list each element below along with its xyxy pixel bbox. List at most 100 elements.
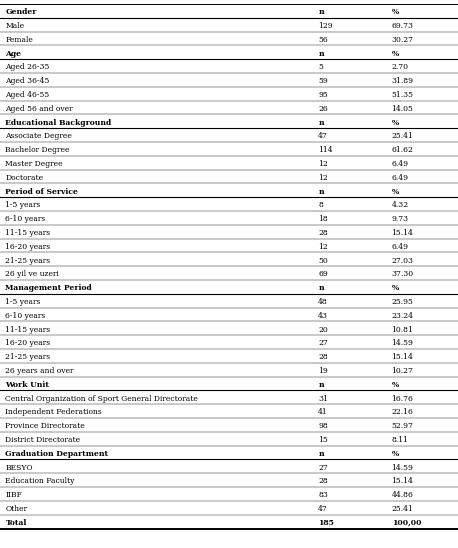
Text: 28: 28 (318, 229, 328, 237)
Text: 185: 185 (318, 519, 334, 527)
Text: n: n (318, 381, 324, 389)
Text: 27: 27 (318, 339, 328, 347)
Text: 12: 12 (318, 160, 328, 168)
Text: 69.73: 69.73 (392, 22, 414, 30)
Text: 14.59: 14.59 (392, 464, 414, 472)
Text: 56: 56 (318, 36, 328, 44)
Text: 5: 5 (318, 64, 323, 71)
Text: Female: Female (5, 36, 33, 44)
Text: 59: 59 (318, 77, 328, 85)
Text: Management Period: Management Period (5, 284, 92, 292)
Text: 6-10 years: 6-10 years (5, 312, 46, 320)
Text: 95: 95 (318, 91, 328, 99)
Text: 6.49: 6.49 (392, 160, 409, 168)
Text: %: % (392, 50, 399, 58)
Text: 27.03: 27.03 (392, 256, 414, 265)
Text: 20: 20 (318, 326, 328, 334)
Text: Master Degree: Master Degree (5, 160, 63, 168)
Text: 6-10 years: 6-10 years (5, 215, 46, 223)
Text: Educational Background: Educational Background (5, 119, 112, 127)
Text: 26 years and over: 26 years and over (5, 367, 74, 375)
Text: Education Faculty: Education Faculty (5, 477, 75, 486)
Text: %: % (392, 8, 399, 16)
Text: 28: 28 (318, 477, 328, 486)
Text: 22.16: 22.16 (392, 408, 414, 416)
Text: 47: 47 (318, 505, 328, 513)
Text: 6.49: 6.49 (392, 243, 409, 251)
Text: 44.86: 44.86 (392, 491, 414, 499)
Text: %: % (392, 119, 399, 127)
Text: 31.89: 31.89 (392, 77, 414, 85)
Text: Male: Male (5, 22, 25, 30)
Text: IIBF: IIBF (5, 491, 22, 499)
Text: 2.70: 2.70 (392, 64, 409, 71)
Text: Work Unit: Work Unit (5, 381, 49, 389)
Text: Age: Age (5, 50, 22, 58)
Text: 25.41: 25.41 (392, 505, 414, 513)
Text: Aged 26-35: Aged 26-35 (5, 64, 50, 71)
Text: 50: 50 (318, 256, 328, 265)
Text: 16-20 years: 16-20 years (5, 243, 51, 251)
Text: %: % (392, 187, 399, 196)
Text: 1-5 years: 1-5 years (5, 298, 41, 306)
Text: 26 yil ve uzeri: 26 yil ve uzeri (5, 271, 60, 278)
Text: 12: 12 (318, 243, 328, 251)
Text: 98: 98 (318, 423, 328, 430)
Text: 21-25 years: 21-25 years (5, 353, 51, 361)
Text: n: n (318, 8, 324, 16)
Text: 47: 47 (318, 133, 328, 140)
Text: 28: 28 (318, 353, 328, 361)
Text: 11-15 years: 11-15 years (5, 326, 51, 334)
Text: 61.62: 61.62 (392, 146, 414, 155)
Text: 69: 69 (318, 271, 328, 278)
Text: 18: 18 (318, 215, 328, 223)
Text: 15.14: 15.14 (392, 229, 414, 237)
Text: 43: 43 (318, 312, 328, 320)
Text: n: n (318, 119, 324, 127)
Text: 30.27: 30.27 (392, 36, 414, 44)
Text: 52.97: 52.97 (392, 423, 414, 430)
Text: 41: 41 (318, 408, 328, 416)
Text: %: % (392, 450, 399, 458)
Text: Doctorate: Doctorate (5, 174, 44, 182)
Text: 12: 12 (318, 174, 328, 182)
Text: Period of Service: Period of Service (5, 187, 78, 196)
Text: 16.76: 16.76 (392, 395, 414, 403)
Text: n: n (318, 50, 324, 58)
Text: 15: 15 (318, 436, 328, 444)
Text: %: % (392, 381, 399, 389)
Text: Independent Federations: Independent Federations (5, 408, 102, 416)
Text: 6.49: 6.49 (392, 174, 409, 182)
Text: 114: 114 (318, 146, 333, 155)
Text: 8: 8 (318, 202, 323, 209)
Text: 25.95: 25.95 (392, 298, 414, 306)
Text: 129: 129 (318, 22, 333, 30)
Text: 23.24: 23.24 (392, 312, 414, 320)
Text: 15.14: 15.14 (392, 353, 414, 361)
Text: 25.41: 25.41 (392, 133, 414, 140)
Text: 10.27: 10.27 (392, 367, 414, 375)
Text: District Directorate: District Directorate (5, 436, 81, 444)
Text: 1-5 years: 1-5 years (5, 202, 41, 209)
Text: n: n (318, 450, 324, 458)
Text: 51.35: 51.35 (392, 91, 414, 99)
Text: Gender: Gender (5, 8, 37, 16)
Text: n: n (318, 284, 324, 292)
Text: Aged 46-55: Aged 46-55 (5, 91, 50, 99)
Text: 9.73: 9.73 (392, 215, 409, 223)
Text: Province Directorate: Province Directorate (5, 423, 85, 430)
Text: 14.05: 14.05 (392, 105, 414, 113)
Text: Other: Other (5, 505, 27, 513)
Text: 27: 27 (318, 464, 328, 472)
Text: 48: 48 (318, 298, 328, 306)
Text: 31: 31 (318, 395, 328, 403)
Text: Total: Total (5, 519, 27, 527)
Text: 4.32: 4.32 (392, 202, 409, 209)
Text: Aged 56 and over: Aged 56 and over (5, 105, 73, 113)
Text: 21-25 years: 21-25 years (5, 256, 51, 265)
Text: n: n (318, 187, 324, 196)
Text: 26: 26 (318, 105, 328, 113)
Text: Graduation Department: Graduation Department (5, 450, 109, 458)
Text: 16-20 years: 16-20 years (5, 339, 51, 347)
Text: %: % (392, 284, 399, 292)
